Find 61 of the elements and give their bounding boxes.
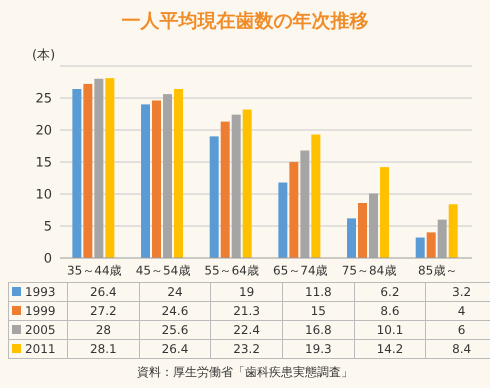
bar: [242, 110, 252, 258]
bar: [426, 232, 436, 258]
data-label: 24.6: [139, 302, 211, 320]
data-label: 4: [426, 302, 490, 320]
legend-label: 1999: [8, 302, 68, 320]
data-label: 24: [139, 282, 211, 302]
y-tick-label: 0: [44, 252, 52, 267]
data-label: 14.2: [354, 340, 426, 358]
y-tick-label: 10: [35, 188, 52, 203]
bar: [311, 134, 320, 258]
x-tick-label: 35～44歳: [67, 264, 122, 278]
bar: [416, 238, 425, 258]
x-tick-label: 45～54歳: [136, 264, 190, 278]
data-label: 25.6: [139, 320, 211, 340]
text: 資料：厚生労働省「歯科疾患実態調査」: [136, 364, 354, 381]
x-tick-label: 75～84歳: [342, 264, 396, 278]
legend-label: 1993: [8, 282, 68, 302]
data-label: 11.8: [282, 282, 354, 302]
data-label: 19.3: [282, 340, 354, 358]
data-label: 6.2: [354, 282, 426, 302]
bar: [174, 89, 184, 258]
bar: [380, 167, 390, 258]
data-label: 28.1: [68, 340, 140, 358]
data-label: 26.4: [139, 340, 211, 358]
legend-label: 2005: [8, 320, 68, 340]
data-label: 21.3: [210, 302, 282, 320]
bar: [105, 78, 114, 258]
bar: [72, 89, 82, 258]
bar: [83, 84, 92, 258]
y-tick-label: 15: [35, 156, 52, 171]
bar: [278, 182, 288, 258]
data-label: 16.8: [282, 320, 354, 340]
data-label: 15: [282, 302, 354, 320]
chart-title: 一人平均現在歯数の年次推移: [120, 9, 370, 34]
data-label: 22.4: [210, 320, 282, 340]
data-label: 19: [210, 282, 282, 302]
y-tick-label: 25: [35, 92, 52, 107]
bar: [448, 204, 458, 258]
data-label: 8.6: [354, 302, 426, 320]
data-label: 8.4: [426, 340, 490, 358]
bar: [141, 104, 150, 258]
data-label: 28: [68, 320, 140, 340]
legend-label: 2011: [8, 340, 68, 358]
bar: [210, 136, 219, 258]
bar: [220, 122, 230, 258]
bar: [347, 218, 356, 258]
x-tick-label: 55～64歳: [204, 264, 259, 278]
data-label: 26.4: [68, 282, 140, 302]
data-label: 23.2: [210, 340, 282, 358]
bar: [289, 162, 298, 258]
y-axis-title: (本): [32, 47, 56, 64]
x-tick-label: 65～74歳: [273, 264, 328, 278]
y-tick-label: 5: [44, 220, 52, 235]
data-label: 6: [426, 320, 490, 340]
x-tick-label: 85歳～: [418, 264, 458, 278]
bar: [358, 202, 368, 258]
data-label: 3.2: [426, 282, 490, 302]
bar: [152, 100, 162, 258]
data-label: 10.1: [354, 320, 426, 340]
y-tick-label: 20: [35, 124, 52, 139]
data-label: 27.2: [68, 302, 140, 320]
